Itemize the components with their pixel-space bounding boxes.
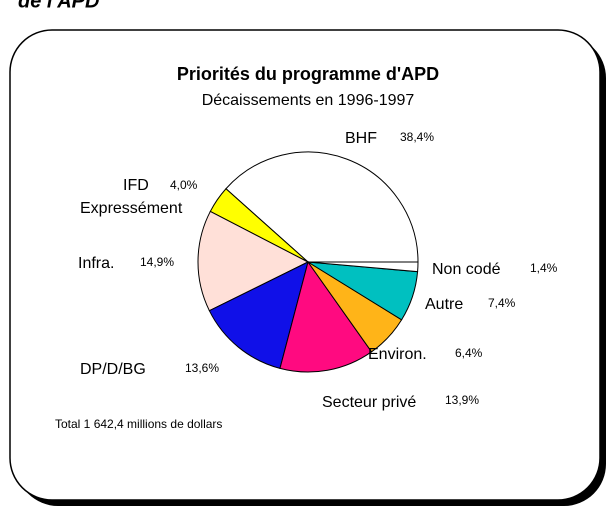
annotation: Total 1 642,4 millions de dollars xyxy=(55,417,222,431)
category-label: IFD Expressément xyxy=(80,177,183,217)
pie-slice xyxy=(307,261,419,273)
category-label: Environ. xyxy=(368,346,427,363)
category-label: Non codé xyxy=(432,261,501,278)
category-label: Infra. xyxy=(78,255,115,272)
header-text: de l'APD xyxy=(18,0,99,12)
category-label: Autre xyxy=(425,296,464,313)
chart-subtitle: Décaissements en 1996-1997 xyxy=(202,92,415,109)
value-label: 1,4% xyxy=(530,261,558,275)
value-label: 6,4% xyxy=(455,346,483,360)
value-label: 4,0% xyxy=(170,178,198,192)
category-label: Secteur privé xyxy=(322,394,417,411)
pie-slice xyxy=(208,261,309,369)
pie-slice xyxy=(225,151,419,263)
pie-slice xyxy=(279,260,373,373)
value-label: 38,4% xyxy=(400,130,435,144)
value-label: 13,9% xyxy=(445,393,480,407)
value-label: 14,9% xyxy=(140,255,175,269)
value-label: 7,4% xyxy=(488,296,516,310)
chart-title: Priorités du programme d'APD xyxy=(177,64,439,84)
value-label: 13,6% xyxy=(185,361,220,375)
pie-slice xyxy=(197,210,310,312)
category-label: BHF xyxy=(345,130,377,147)
category-label: DP/D/BG xyxy=(80,361,146,378)
